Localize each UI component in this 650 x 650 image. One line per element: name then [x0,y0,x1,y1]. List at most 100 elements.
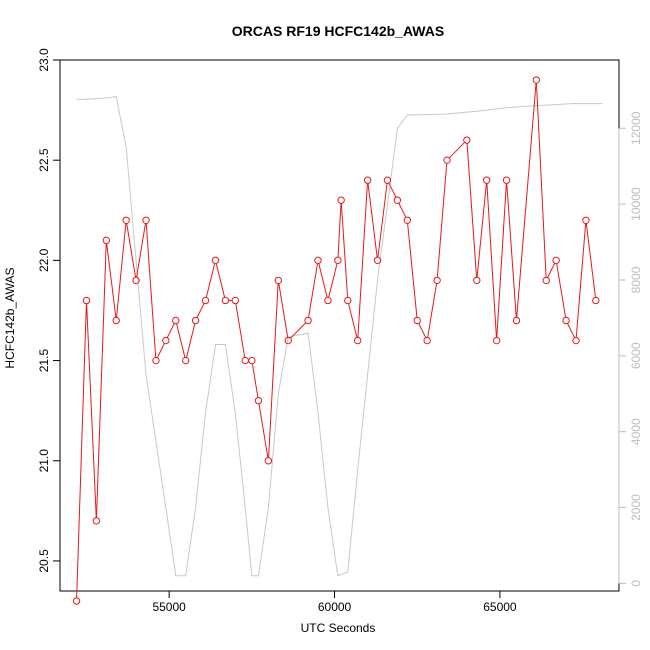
data-point [211,256,220,265]
data-point [122,216,130,225]
series-segment [547,263,556,278]
data-point [413,316,421,325]
data-point [423,336,431,345]
series-layer [72,76,600,605]
data-point [191,316,200,325]
series-segment [145,223,157,358]
series-segment [567,323,576,338]
series-segment [106,243,117,318]
x-tick-label: 65000 [483,600,517,614]
data-point [172,316,180,325]
right-tick-label: 8000 [629,266,643,293]
series-segment [377,183,388,258]
data-point [72,597,81,605]
series-segment [337,203,342,258]
series-segment [76,303,87,598]
series-segment [398,202,407,218]
y-tick-label: 20.5 [37,549,51,573]
series-segment [328,263,338,298]
series-segment [156,343,165,358]
series-segment [496,183,507,338]
data-point [274,276,283,285]
series-segment [407,223,418,318]
series-segment [235,303,246,358]
right-tick-label: 4000 [629,418,643,445]
right-tick-label: 0 [629,580,643,587]
series-segment [436,163,448,278]
y-tick-label: 21.0 [37,449,51,473]
data-point [463,136,471,144]
series-segment [575,223,587,338]
data-point [231,296,240,305]
data-point [532,76,541,84]
data-point [393,196,402,204]
data-point [92,517,101,525]
series-segment [86,303,97,518]
x-tick-label: 60000 [318,600,352,614]
data-point [324,296,332,305]
series-segment [516,83,537,318]
x-axis-label: UTC Seconds [301,621,376,635]
data-point [502,176,511,184]
series-segment [340,203,349,298]
series-segment [585,223,596,298]
series-segment [476,183,487,278]
data-point [337,196,345,204]
series-segment [418,323,427,338]
series-segment [357,183,368,338]
data-point [373,256,382,265]
data-point [473,276,481,285]
data-point [344,296,352,305]
data-point [562,316,570,325]
right-tick-label: 10000 [629,187,643,221]
series-segment [535,83,547,278]
data-point [592,296,600,305]
data-point [512,316,521,325]
data-point [492,336,501,345]
data-point [582,216,590,225]
data-point [383,176,392,184]
series-segment [466,143,478,278]
data-point [552,256,560,265]
data-point [334,256,342,265]
data-point [162,336,170,345]
right-axis: 0 2000 4000 6000 8000 10000 12000 [618,111,643,587]
y-axis: 20.5 21.0 21.5 22.0 22.5 23.0 [37,48,61,573]
y-tick-label: 22.5 [37,148,51,172]
data-point [82,296,91,305]
data-point [482,176,491,184]
data-point [142,216,150,225]
data-point [443,156,451,164]
series-segment [136,223,146,278]
series-segment [205,263,216,298]
data-point [248,356,256,365]
series-segment [308,263,318,318]
data-point [221,296,230,305]
data-point [363,176,372,184]
right-tick-label: 2000 [629,494,643,521]
data-point [403,216,412,225]
data-point [314,256,322,265]
data-point [112,316,120,325]
series-segment [251,363,259,398]
series-segment [185,323,196,358]
y-tick-label: 23.0 [37,48,51,72]
series-segment [367,183,378,258]
y-tick-label: 22.0 [37,248,51,272]
series-segment [116,223,127,318]
series-segment [258,403,269,458]
series-segment [290,322,307,339]
series-segment [96,243,107,518]
series-segment [388,182,397,198]
data-point [542,276,550,285]
series-segment [196,303,205,318]
data-point [254,396,263,405]
right-tick-label: 6000 [629,342,643,369]
series-segment [448,142,465,159]
data-point [304,316,312,325]
altitude-line [76,96,603,577]
series-segment [348,303,358,338]
series-segment [506,183,517,318]
plot-frame [59,59,620,592]
